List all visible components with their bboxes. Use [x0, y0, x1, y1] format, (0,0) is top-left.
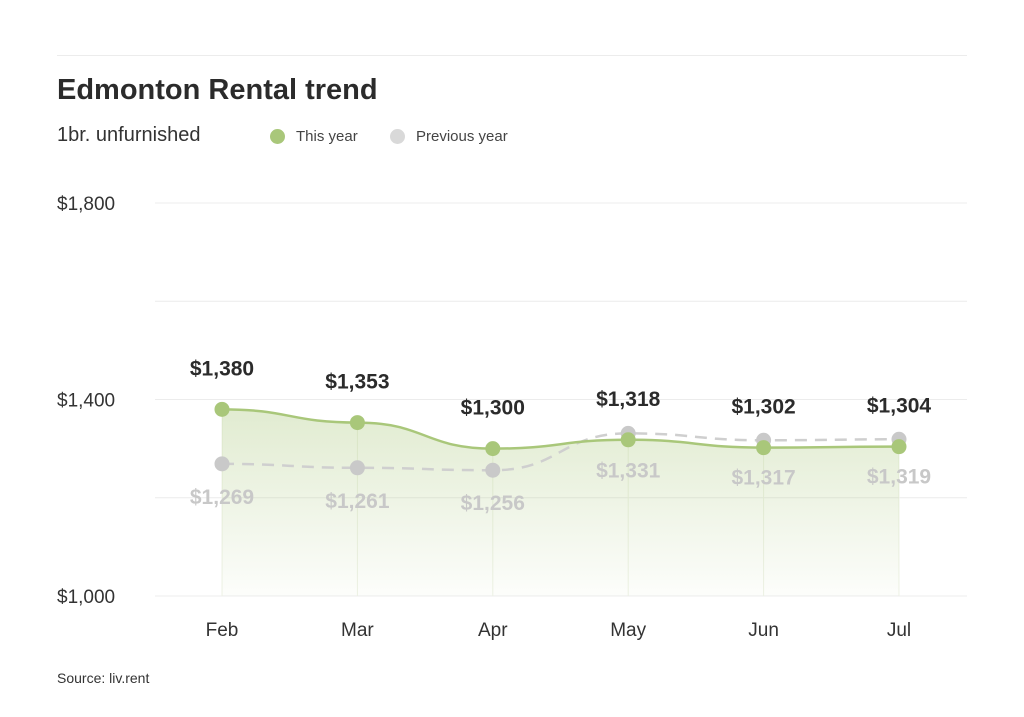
this-year-value-label: $1,300 [461, 397, 525, 420]
this-year-point [891, 439, 907, 455]
legend-item-previous-year: Previous year [390, 128, 508, 145]
this-year-point [349, 415, 365, 431]
y-tick-label: $1,800 [57, 194, 115, 215]
this-year-value-label: $1,353 [325, 371, 389, 394]
this-year-point [620, 432, 636, 448]
this-year-point [485, 441, 501, 457]
this-year-area [222, 409, 899, 596]
chart-subtitle: 1br. unfurnished [57, 124, 201, 146]
legend-item-this-year: This year [270, 128, 358, 145]
previous-year-value-label: $1,319 [867, 465, 931, 488]
legend-label-this-year: This year [296, 128, 358, 145]
this-year-point [214, 401, 230, 417]
x-tick-label: Jul [887, 620, 911, 641]
this-year-point [756, 440, 772, 456]
x-tick-label: Feb [206, 620, 239, 641]
previous-year-point [214, 456, 230, 472]
top-divider [57, 55, 967, 56]
this-year-value-label: $1,380 [190, 357, 254, 380]
this-year-line [221, 408, 900, 450]
previous-year-point [485, 462, 501, 478]
previous-year-value-label: $1,256 [461, 492, 525, 515]
legend-dot-previous-year [390, 129, 405, 144]
legend-label-previous-year: Previous year [416, 128, 508, 145]
x-tick-label: May [610, 620, 646, 641]
previous-year-value-label: $1,269 [190, 486, 254, 509]
x-tick-label: Jun [748, 620, 779, 641]
x-tick-label: Mar [341, 620, 374, 641]
source-note: Source: liv.rent [57, 670, 150, 686]
y-tick-label: $1,400 [57, 391, 115, 412]
legend-dot-this-year [270, 129, 285, 144]
previous-year-point [349, 460, 365, 476]
previous-year-value-label: $1,261 [325, 490, 390, 513]
previous-year-value-label: $1,331 [596, 459, 661, 482]
x-tick-label: Apr [478, 620, 508, 641]
previous-year-value-label: $1,317 [731, 466, 795, 489]
this-year-value-label: $1,318 [596, 388, 661, 411]
this-year-value-label: $1,302 [731, 396, 795, 419]
this-year-value-label: $1,304 [867, 395, 932, 418]
chart-title: Edmonton Rental trend [57, 74, 378, 106]
y-tick-label: $1,000 [57, 587, 115, 608]
previous-year-line [221, 432, 900, 472]
